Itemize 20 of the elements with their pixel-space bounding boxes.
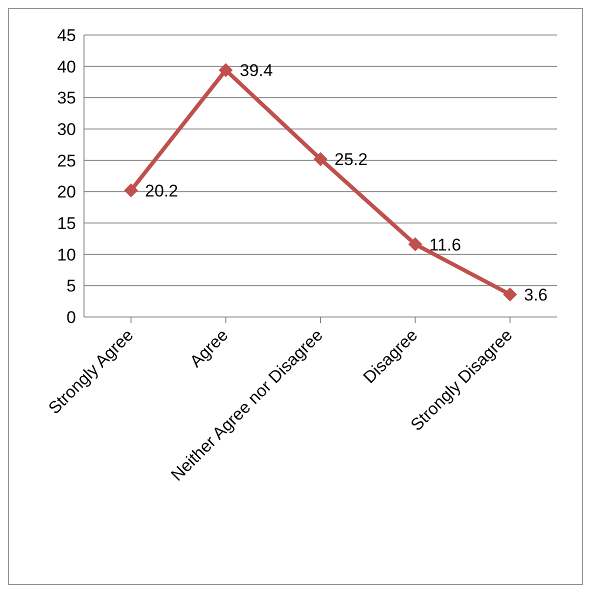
y-tick-label: 0 [66,308,76,328]
point [503,287,517,302]
data-label: 20.2 [145,181,178,200]
y-tick-label: 10 [57,245,76,264]
y-tick-label: 40 [57,57,76,76]
y-tick-label: 20 [57,182,76,202]
y-tick-label: 5 [66,276,76,296]
y-tick-label: 25 [57,151,76,170]
data-label: 25.2 [334,150,368,170]
data-label: 3.6 [524,285,548,304]
y-tick-label: 15 [57,214,76,234]
point [314,152,328,166]
data-label: 39.4 [240,61,273,80]
y-tick-label: 45 [57,26,76,46]
point [124,183,138,198]
point [218,63,233,78]
y-tick-label: 30 [57,120,76,140]
data-label: 11.6 [429,235,462,254]
y-tick-label: 35 [57,88,76,108]
point [408,237,422,252]
